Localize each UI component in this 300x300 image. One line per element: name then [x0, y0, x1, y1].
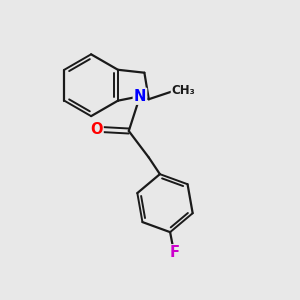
- Text: N: N: [134, 89, 146, 104]
- Text: O: O: [90, 122, 103, 137]
- Text: CH₃: CH₃: [172, 84, 195, 97]
- Text: F: F: [169, 245, 179, 260]
